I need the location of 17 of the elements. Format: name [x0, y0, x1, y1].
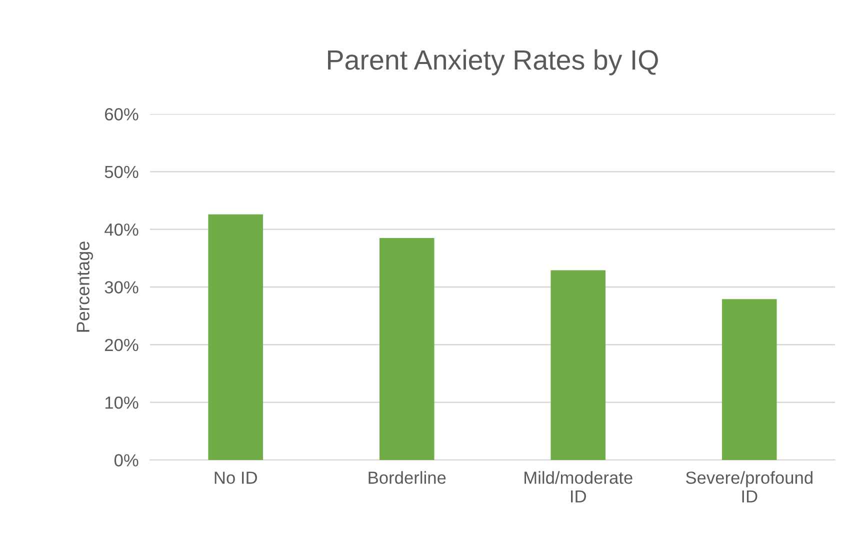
bar: [550, 270, 606, 460]
y-tick-label: 20%: [105, 338, 138, 352]
y-tick-label: 30%: [104, 281, 138, 294]
y-tick-label: 40%: [104, 224, 138, 236]
x-tick-label: No ID: [214, 472, 257, 484]
y-tick-label: 0%: [114, 454, 138, 466]
x-tick-label: Mild/moderate ID: [524, 471, 632, 502]
y-axis-title: Percentage: [76, 242, 94, 332]
y-tick-label: 10%: [105, 396, 138, 409]
x-tick-label: Severe/profound ID: [686, 471, 812, 502]
bar: [208, 214, 264, 460]
x-tick-label: Borderline: [368, 471, 446, 484]
bar: [722, 299, 777, 460]
bar: [379, 238, 434, 460]
y-tick-label: 50%: [104, 166, 138, 178]
y-tick-label: 60%: [105, 108, 138, 120]
chart-title: Parent Anxiety Rates by IQ: [328, 49, 658, 76]
